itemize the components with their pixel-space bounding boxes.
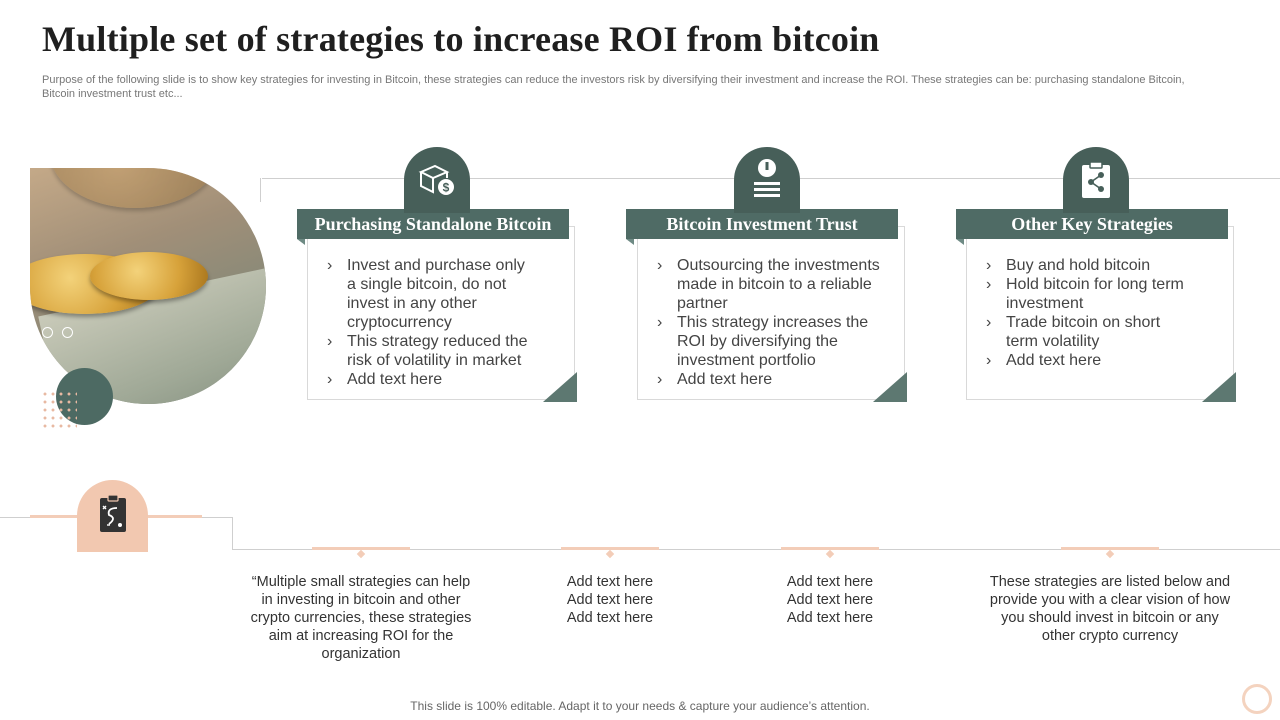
- card-other-tab: [1063, 147, 1129, 213]
- list-item: Outsourcing the investments made in bitc…: [657, 256, 892, 313]
- card-trust-tab: [734, 147, 800, 213]
- card-standalone-tab: $: [404, 147, 470, 213]
- bottom-text-1: “Multiple small strategies can help in i…: [250, 574, 472, 662]
- peach-marker-bar: [1061, 547, 1159, 550]
- card-trust-bullets: Outsourcing the investments made in bitc…: [657, 256, 892, 389]
- card-standalone-title: Purchasing Standalone Bitcoin: [297, 209, 569, 245]
- clipboard-share-icon: [1063, 147, 1129, 213]
- bitcoin-coins-photo: [30, 168, 266, 404]
- top-connector-stub: [260, 178, 261, 202]
- list-item: This strategy reduced the risk of volati…: [327, 332, 537, 370]
- peach-marker-point: [605, 549, 615, 559]
- bottom-icon-tab: [77, 480, 148, 552]
- list-item: Trade bitcoin on short term volatility: [986, 313, 1186, 351]
- peach-marker-point: [825, 549, 835, 559]
- peach-marker-point: [1105, 549, 1115, 559]
- list-item: Hold bitcoin for long term investment: [986, 275, 1186, 313]
- list-item: Buy and hold bitcoin: [986, 256, 1186, 275]
- card-other-bullets: Buy and hold bitcoin Hold bitcoin for lo…: [986, 256, 1186, 370]
- bottom-text-2: Add text here Add text here Add text her…: [566, 574, 654, 626]
- list-item: Add text here: [327, 370, 537, 389]
- card-trust-title: Bitcoin Investment Trust: [626, 209, 898, 245]
- strategy-board-icon: [97, 493, 129, 539]
- peach-marker-bar: [781, 547, 879, 550]
- footer-note: This slide is 100% editable. Adapt it to…: [410, 699, 870, 713]
- peach-marker-bar: [312, 547, 410, 550]
- bottom-line-right: [232, 549, 1280, 550]
- info-icon: [734, 147, 800, 213]
- decorative-dot-grid: [41, 390, 77, 428]
- svg-text:$: $: [443, 181, 450, 195]
- bottom-text-3: Add text here Add text here Add text her…: [786, 574, 874, 626]
- slide-subtitle: Purpose of the following slide is to sho…: [42, 74, 1185, 100]
- slide-title: Multiple set of strategies to increase R…: [42, 19, 880, 59]
- list-item: Invest and purchase only a single bitcoi…: [327, 256, 537, 332]
- card-standalone-bullets: Invest and purchase only a single bitcoi…: [327, 256, 537, 389]
- peach-marker-bar: [561, 547, 659, 550]
- card-other-title: Other Key Strategies: [956, 209, 1228, 245]
- list-item: This strategy increases the ROI by diver…: [657, 313, 892, 370]
- box-dollar-icon: $: [404, 147, 470, 213]
- list-item: Add text here: [657, 370, 892, 389]
- bottom-text-4: These strategies are listed below and pr…: [989, 574, 1231, 644]
- list-item: Add text here: [986, 351, 1186, 370]
- peach-marker-point: [356, 549, 366, 559]
- decorative-ring: [1242, 684, 1272, 714]
- bottom-line-step: [232, 517, 233, 550]
